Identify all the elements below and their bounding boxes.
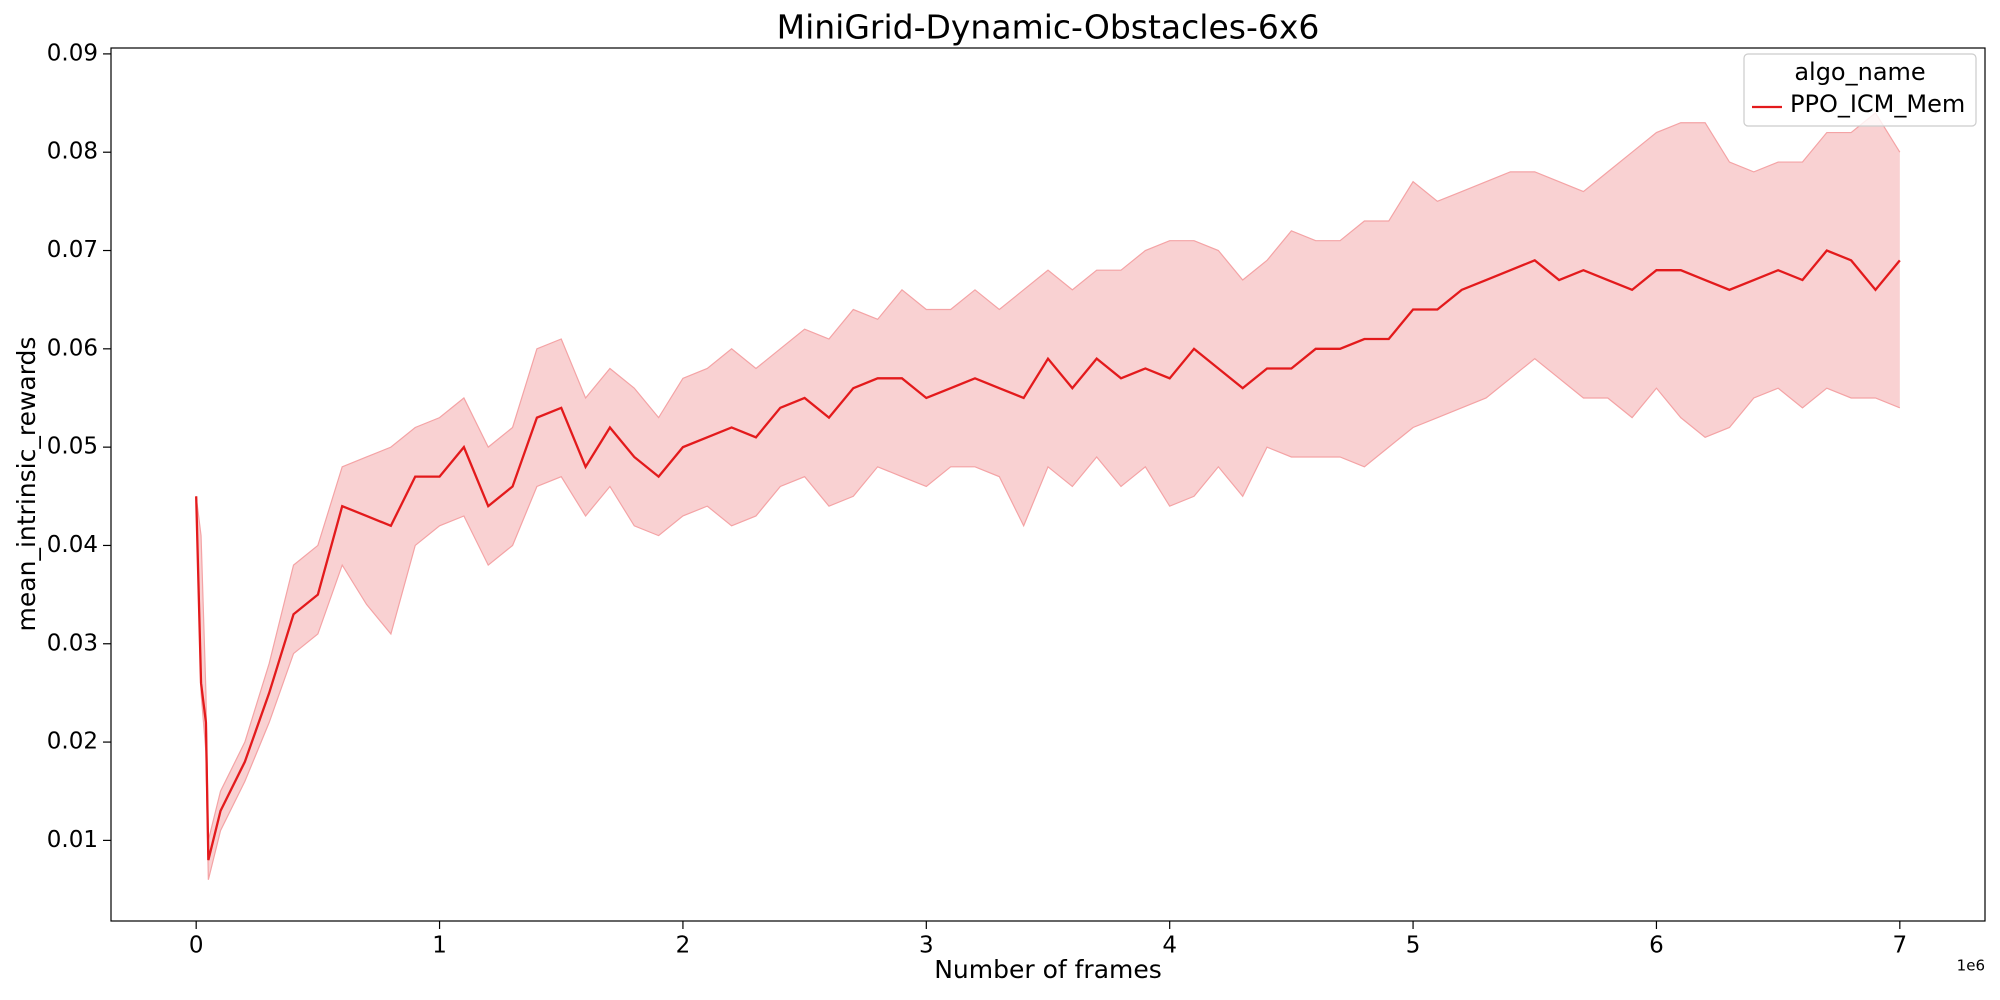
confidence-band — [196, 112, 1900, 880]
y-tick-label: 0.05 — [47, 434, 98, 460]
y-tick-label: 0.07 — [47, 237, 98, 263]
y-tick-label: 0.04 — [47, 532, 98, 558]
x-tick-label: 2 — [676, 933, 691, 959]
band-upper-edge — [195, 111, 1901, 841]
series-line — [195, 249, 1901, 861]
y-tick-label: 0.02 — [47, 729, 98, 755]
legend-title: algo_name — [1794, 58, 1925, 86]
y-tick-label: 0.01 — [47, 827, 98, 853]
legend-label: PPO_ICM_Mem — [1790, 90, 1965, 118]
y-tick-label: 0.06 — [47, 335, 98, 361]
band-lower-edge — [195, 357, 1901, 880]
y-tick-label: 0.03 — [47, 630, 98, 656]
x-tick-label: 3 — [919, 933, 934, 959]
x-axis-label: Number of frames — [934, 955, 1162, 984]
plot-frame — [110, 47, 1986, 922]
x-offset-label: 1e6 — [1957, 957, 1985, 975]
legend-box — [1743, 53, 1977, 127]
y-axis-label: mean_intrinsic_rewards — [12, 337, 41, 632]
x-tick-label: 4 — [1162, 933, 1177, 959]
x-tick-label: 6 — [1649, 933, 1664, 959]
x-tick-label: 5 — [1406, 933, 1421, 959]
y-tick-label: 0.08 — [47, 139, 98, 165]
x-tick-label: 7 — [1892, 933, 1907, 959]
y-tick-label: 0.09 — [47, 40, 98, 66]
chart-title: MiniGrid-Dynamic-Obstacles-6x6 — [777, 8, 1320, 47]
x-tick-label: 1 — [432, 933, 447, 959]
x-tick-label: 0 — [189, 933, 204, 959]
